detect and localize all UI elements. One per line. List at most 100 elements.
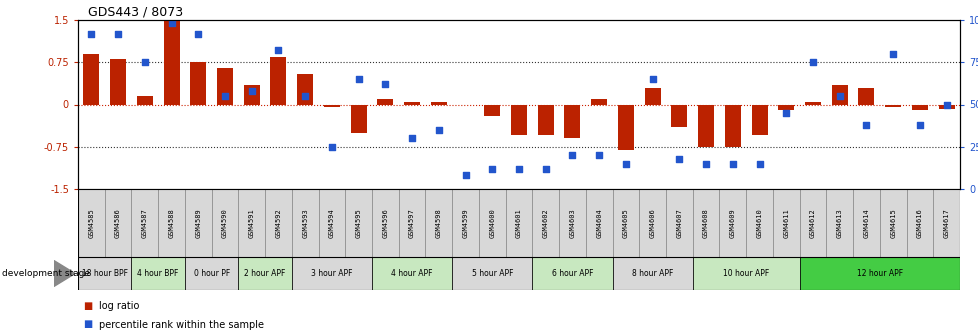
Text: GSM4596: GSM4596 <box>382 208 388 238</box>
Text: 6 hour APF: 6 hour APF <box>552 269 593 278</box>
Bar <box>772 189 799 257</box>
Bar <box>372 189 398 257</box>
Text: percentile rank within the sample: percentile rank within the sample <box>99 320 263 330</box>
Point <box>111 31 126 36</box>
Text: 12 hour APF: 12 hour APF <box>856 269 902 278</box>
Point <box>697 161 713 166</box>
Bar <box>532 257 612 290</box>
Polygon shape <box>54 260 75 287</box>
Bar <box>105 189 131 257</box>
Point <box>191 31 206 36</box>
Bar <box>291 189 318 257</box>
Point <box>725 161 740 166</box>
Text: GSM4586: GSM4586 <box>115 208 121 238</box>
Bar <box>585 189 612 257</box>
Bar <box>484 104 500 116</box>
Text: GSM4614: GSM4614 <box>863 208 868 238</box>
Text: GSM4595: GSM4595 <box>355 208 361 238</box>
Text: GSM4589: GSM4589 <box>195 208 201 238</box>
Bar <box>372 257 452 290</box>
Point <box>137 59 153 65</box>
Text: 2 hour APF: 2 hour APF <box>244 269 286 278</box>
Text: 4 hour APF: 4 hour APF <box>391 269 432 278</box>
Bar <box>558 189 585 257</box>
Text: GSM4594: GSM4594 <box>329 208 334 238</box>
Bar <box>911 104 927 110</box>
Text: GSM4613: GSM4613 <box>836 208 842 238</box>
Bar <box>452 189 478 257</box>
Text: GSM4598: GSM4598 <box>435 208 441 238</box>
Bar <box>291 257 372 290</box>
Bar <box>697 104 713 147</box>
Bar <box>778 104 793 110</box>
Text: 0 hour PF: 0 hour PF <box>194 269 230 278</box>
Text: GSM4616: GSM4616 <box>916 208 922 238</box>
Bar <box>350 104 367 133</box>
Bar <box>110 59 126 104</box>
Bar <box>131 257 185 290</box>
Bar <box>265 189 291 257</box>
Text: GSM4593: GSM4593 <box>302 208 308 238</box>
Bar <box>163 20 179 104</box>
Text: GSM4587: GSM4587 <box>142 208 148 238</box>
Bar <box>270 57 287 104</box>
Point <box>163 21 179 26</box>
Bar <box>932 189 959 257</box>
Text: GSM4610: GSM4610 <box>756 208 762 238</box>
Text: GSM4603: GSM4603 <box>569 208 575 238</box>
Bar <box>238 189 265 257</box>
Bar <box>671 104 687 127</box>
Point <box>484 166 500 171</box>
Text: GSM4604: GSM4604 <box>596 208 601 238</box>
Bar <box>591 99 606 104</box>
Bar <box>425 189 452 257</box>
Bar <box>564 104 580 138</box>
Bar <box>724 104 740 147</box>
Text: ■: ■ <box>83 301 92 311</box>
Bar <box>745 189 772 257</box>
Text: GSM4599: GSM4599 <box>462 208 468 238</box>
Point <box>297 93 313 99</box>
Text: GSM4615: GSM4615 <box>889 208 895 238</box>
Text: 5 hour APF: 5 hour APF <box>471 269 512 278</box>
Bar <box>478 189 505 257</box>
Bar <box>185 189 211 257</box>
Bar <box>377 99 393 104</box>
Point <box>511 166 526 171</box>
Point <box>270 48 286 53</box>
Bar <box>692 257 799 290</box>
Point <box>858 122 873 127</box>
Bar <box>799 189 825 257</box>
Point <box>458 173 473 178</box>
Text: GSM4606: GSM4606 <box>649 208 655 238</box>
Bar <box>318 189 345 257</box>
Bar <box>825 189 852 257</box>
Text: 4 hour BPF: 4 hour BPF <box>137 269 179 278</box>
Bar <box>430 102 446 104</box>
Bar <box>211 189 238 257</box>
Text: GSM4597: GSM4597 <box>409 208 415 238</box>
Bar <box>906 189 932 257</box>
Text: GSM4601: GSM4601 <box>515 208 521 238</box>
Point <box>244 88 259 94</box>
Text: GSM4592: GSM4592 <box>275 208 281 238</box>
Point <box>778 110 793 116</box>
Point <box>217 93 233 99</box>
Text: 8 hour APF: 8 hour APF <box>632 269 673 278</box>
Point <box>591 153 606 158</box>
Text: GSM4617: GSM4617 <box>943 208 949 238</box>
Text: log ratio: log ratio <box>99 301 139 311</box>
Point <box>564 153 580 158</box>
Point <box>378 82 393 87</box>
Bar <box>297 74 313 104</box>
Point <box>645 77 660 82</box>
Point <box>804 59 820 65</box>
Text: GDS443 / 8073: GDS443 / 8073 <box>88 5 183 18</box>
Bar <box>185 257 238 290</box>
Point <box>911 122 927 127</box>
Bar <box>719 189 745 257</box>
Bar <box>879 189 906 257</box>
Text: GSM4608: GSM4608 <box>702 208 708 238</box>
Bar <box>644 88 660 104</box>
Bar <box>884 104 901 107</box>
